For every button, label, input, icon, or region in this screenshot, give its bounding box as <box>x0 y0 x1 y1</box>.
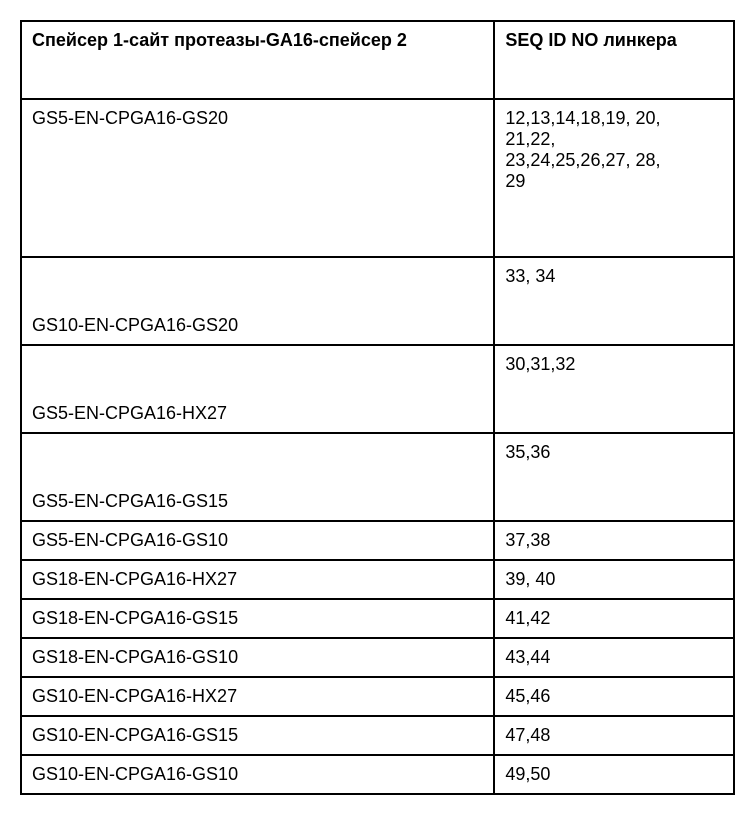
row-seq: 49,50 <box>494 755 734 794</box>
row-name: GS10-EN-CPGA16-GS15 <box>21 716 494 755</box>
row-seq: 45,46 <box>494 677 734 716</box>
seq-line: 30,31,32 <box>505 354 723 375</box>
seq-line: 47,48 <box>505 725 723 746</box>
row-name: GS18-EN-CPGA16-GS10 <box>21 638 494 677</box>
seq-line: 45,46 <box>505 686 723 707</box>
row-seq: 35,36 <box>494 433 734 521</box>
row-name: GS18-EN-CPGA16-HX27 <box>21 560 494 599</box>
row-name: GS5-EN-CPGA16-GS20 <box>21 99 494 257</box>
table-row: GS5-EN-CPGA16-GS15 35,36 <box>21 433 734 521</box>
seq-line: 29 <box>505 171 723 192</box>
row-seq: 37,38 <box>494 521 734 560</box>
header-col2: SEQ ID NO линкера <box>494 21 734 99</box>
table-row: GS5-EN-CPGA16-GS10 37,38 <box>21 521 734 560</box>
row-name: GS5-EN-CPGA16-HX27 <box>21 345 494 433</box>
row-name: GS5-EN-CPGA16-GS10 <box>21 521 494 560</box>
table-row: GS18-EN-CPGA16-HX27 39, 40 <box>21 560 734 599</box>
row-seq: 12,13,14,18,19, 20,21,22,23,24,25,26,27,… <box>494 99 734 257</box>
seq-line: 12,13,14,18,19, 20, <box>505 108 723 129</box>
row-name: GS10-EN-CPGA16-GS20 <box>21 257 494 345</box>
row-seq: 33, 34 <box>494 257 734 345</box>
table-row: GS18-EN-CPGA16-GS15 41,42 <box>21 599 734 638</box>
row-name: GS5-EN-CPGA16-GS15 <box>21 433 494 521</box>
row-name: GS10-EN-CPGA16-HX27 <box>21 677 494 716</box>
table-row: GS5-EN-CPGA16-HX27 30,31,32 <box>21 345 734 433</box>
seq-line: 33, 34 <box>505 266 723 287</box>
table-row: GS10-EN-CPGA16-GS20 33, 34 <box>21 257 734 345</box>
seq-line: 43,44 <box>505 647 723 668</box>
table-row: GS18-EN-CPGA16-GS10 43,44 <box>21 638 734 677</box>
row-seq: 47,48 <box>494 716 734 755</box>
seq-line: 21,22, <box>505 129 723 150</box>
table-row: GS10-EN-CPGA16-HX27 45,46 <box>21 677 734 716</box>
row-name: GS18-EN-CPGA16-GS15 <box>21 599 494 638</box>
table-row: GS10-EN-CPGA16-GS15 47,48 <box>21 716 734 755</box>
row-name: GS10-EN-CPGA16-GS10 <box>21 755 494 794</box>
seq-line: 37,38 <box>505 530 723 551</box>
seq-line: 23,24,25,26,27, 28, <box>505 150 723 171</box>
row-seq: 30,31,32 <box>494 345 734 433</box>
table-header-row: Спейсер 1-сайт протеазы-GA16-спейсер 2 S… <box>21 21 734 99</box>
seq-line: 41,42 <box>505 608 723 629</box>
seq-line: 49,50 <box>505 764 723 785</box>
seq-line: 39, 40 <box>505 569 723 590</box>
row-seq: 43,44 <box>494 638 734 677</box>
row-seq: 41,42 <box>494 599 734 638</box>
sequence-table: Спейсер 1-сайт протеазы-GA16-спейсер 2 S… <box>20 20 735 795</box>
table-row: GS10-EN-CPGA16-GS10 49,50 <box>21 755 734 794</box>
header-col1: Спейсер 1-сайт протеазы-GA16-спейсер 2 <box>21 21 494 99</box>
table-row: GS5-EN-CPGA16-GS2012,13,14,18,19, 20,21,… <box>21 99 734 257</box>
seq-line: 35,36 <box>505 442 723 463</box>
row-seq: 39, 40 <box>494 560 734 599</box>
